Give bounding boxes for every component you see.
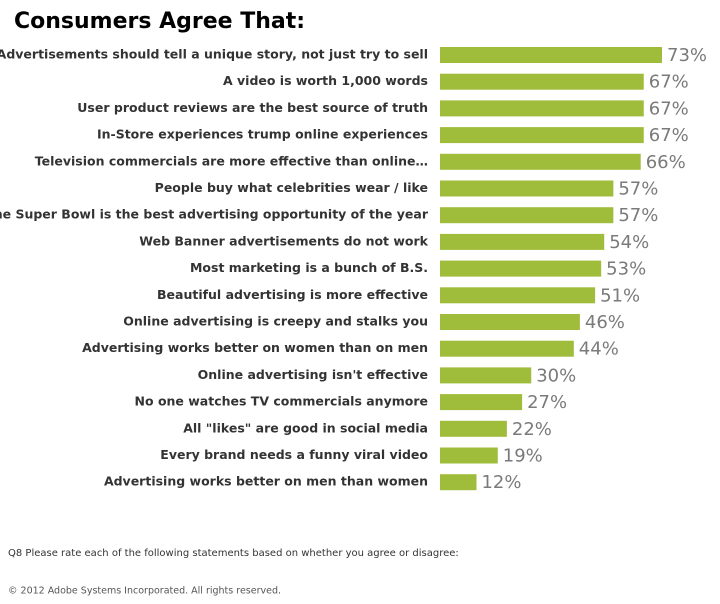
bar xyxy=(440,127,644,144)
bar xyxy=(440,180,614,197)
category-label: No one watches TV commercials anymore xyxy=(135,394,428,409)
bar xyxy=(440,367,532,384)
category-label: User product reviews are the best source… xyxy=(77,100,428,115)
value-label: 66% xyxy=(646,152,686,173)
bar xyxy=(440,420,507,437)
category-label: Online advertising is creepy and stalks … xyxy=(123,314,428,329)
value-label: 19% xyxy=(503,446,543,467)
value-label: 57% xyxy=(618,205,658,226)
bar xyxy=(440,394,523,411)
value-label: 12% xyxy=(481,472,521,493)
value-label: 67% xyxy=(649,98,689,119)
footnote: Q8 Please rate each of the following sta… xyxy=(8,548,459,559)
category-label: Most marketing is a bunch of B.S. xyxy=(190,260,428,275)
category-label: A video is worth 1,000 words xyxy=(223,73,428,88)
category-label: The Super Bowl is the best advertising o… xyxy=(0,207,429,222)
value-label: 54% xyxy=(609,232,649,253)
bar xyxy=(440,100,644,117)
value-label: 44% xyxy=(579,339,619,360)
value-label: 57% xyxy=(618,179,658,200)
category-label: People buy what celebrities wear / like xyxy=(155,180,428,195)
category-label: Advertising works better on women than o… xyxy=(82,340,428,355)
bar xyxy=(440,233,605,250)
value-label: 67% xyxy=(649,72,689,93)
value-label: 73% xyxy=(667,45,707,66)
bar xyxy=(440,287,596,304)
copyright: © 2012 Adobe Systems Incorporated. All r… xyxy=(8,586,281,597)
value-label: 27% xyxy=(527,392,567,413)
category-label: Television commercials are more effectiv… xyxy=(35,153,428,168)
bar xyxy=(440,340,574,357)
bar xyxy=(440,73,644,90)
bar xyxy=(440,153,641,170)
category-label: Web Banner advertisements do not work xyxy=(139,233,428,248)
category-label: In-Store experiences trump online experi… xyxy=(97,127,428,142)
value-label: 46% xyxy=(585,312,625,333)
category-label: Beautiful advertising is more effective xyxy=(157,287,428,302)
bar xyxy=(440,207,614,224)
value-label: 22% xyxy=(512,419,552,440)
bar xyxy=(440,474,477,491)
category-label: Advertising works better on men than wom… xyxy=(104,474,428,489)
category-label: All "likes" are good in social media xyxy=(183,420,428,435)
value-label: 51% xyxy=(600,285,640,306)
bar xyxy=(440,47,662,63)
category-label: Every brand needs a funny viral video xyxy=(160,447,428,462)
value-label: 67% xyxy=(649,125,689,146)
chart-title: Consumers Agree That: xyxy=(14,9,305,34)
category-label: Online advertising isn't effective xyxy=(198,367,428,382)
bar xyxy=(440,447,498,464)
value-label: 30% xyxy=(536,365,576,386)
bar xyxy=(440,314,580,330)
category-label: Advertisements should tell a unique stor… xyxy=(0,47,428,62)
value-label: 53% xyxy=(606,259,646,280)
bar xyxy=(440,260,602,277)
